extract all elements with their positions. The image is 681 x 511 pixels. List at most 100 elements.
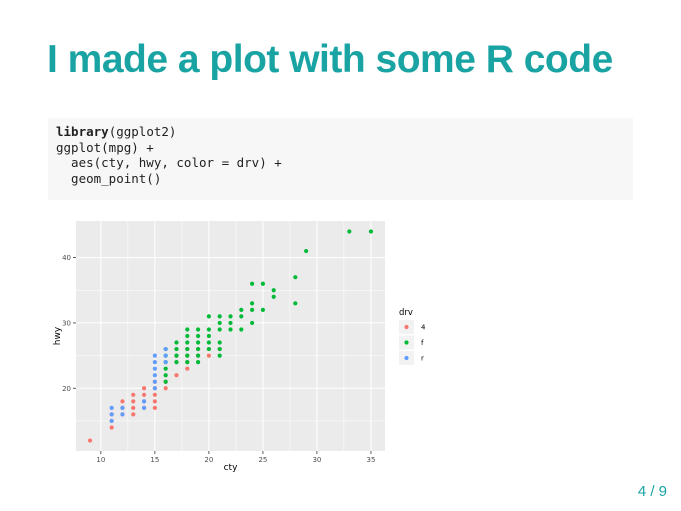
data-point-r [152, 353, 157, 358]
data-point-f [185, 333, 190, 339]
data-point-f [206, 333, 211, 339]
data-point-f [195, 353, 201, 358]
data-point-f [304, 248, 309, 254]
data-point-f [271, 294, 276, 299]
y-tick-label: 30 [62, 319, 71, 327]
y-tick-label: 20 [62, 385, 71, 393]
data-point-r [152, 360, 157, 365]
data-point-r [141, 399, 147, 404]
data-point-f [206, 314, 211, 319]
data-point-f [217, 320, 222, 326]
data-point-f [206, 327, 211, 332]
data-point-f [185, 360, 190, 365]
legend-title: drv [399, 308, 413, 318]
x-tick-label: 15 [150, 456, 159, 464]
data-point-f [185, 327, 190, 332]
data-point-4 [152, 392, 157, 397]
legend-point-r [404, 355, 409, 361]
data-point-4 [109, 425, 114, 430]
data-point-f [228, 327, 233, 332]
code-keyword: library [56, 124, 109, 139]
data-point-f [195, 340, 201, 345]
data-point-4 [131, 392, 136, 397]
data-point-f [217, 346, 222, 352]
data-point-f [250, 307, 255, 312]
data-point-4 [131, 399, 136, 404]
data-point-4 [152, 405, 157, 410]
code-line-3: aes(cty, hwy, color = drv) + [56, 155, 282, 170]
x-tick-label: 25 [258, 456, 267, 464]
data-point-f [195, 333, 201, 339]
data-point-f [174, 353, 179, 358]
legend-point-f [404, 340, 409, 345]
data-point-f [217, 327, 222, 332]
data-point-r [120, 412, 125, 417]
data-point-4 [174, 373, 179, 378]
code-line-2: ggplot(mpg) + [56, 139, 154, 155]
data-point-f [228, 320, 233, 326]
data-point-f [250, 281, 255, 286]
data-point-f [250, 301, 255, 306]
data-point-r [152, 366, 157, 371]
legend: drv 4 fr [399, 308, 426, 365]
data-point-r [163, 360, 168, 365]
scatter-plot: 20 30 40 10 15 20 25 30 35 cty hwy drv 4 fr [53, 221, 426, 473]
data-point-f [217, 314, 222, 319]
data-point-r [152, 379, 157, 384]
data-point-f [195, 327, 201, 332]
data-point-r [109, 412, 114, 417]
data-point-f [174, 346, 179, 352]
data-point-f [239, 307, 244, 312]
data-point-f [185, 346, 190, 352]
legend-label: 4 [421, 324, 426, 332]
data-point-4 [120, 399, 125, 404]
data-point-f [368, 229, 374, 234]
data-point-f [293, 275, 298, 280]
data-point-r [141, 405, 147, 410]
data-point-4 [185, 366, 190, 371]
data-point-4 [163, 386, 168, 391]
data-points [87, 229, 374, 443]
data-point-f [217, 353, 222, 358]
data-point-r [109, 405, 114, 410]
data-point-f [206, 346, 211, 352]
data-point-f [163, 366, 168, 371]
data-point-f [195, 360, 201, 365]
plot-panel [76, 221, 385, 451]
data-point-r [152, 373, 157, 378]
data-point-f [239, 314, 244, 319]
data-point-4 [141, 386, 147, 391]
data-point-f [185, 340, 190, 345]
data-point-r [163, 346, 168, 352]
x-axis: 10 15 20 25 30 35 [96, 451, 375, 464]
data-point-f [174, 360, 179, 365]
data-point-4 [206, 353, 211, 358]
legend-point-4 [404, 324, 409, 330]
code-line-1-rest: (ggplot2) [108, 124, 177, 139]
data-point-f [250, 320, 255, 326]
slide-title: I made a plot with some R code [47, 38, 613, 81]
x-tick-label: 30 [312, 456, 321, 464]
data-point-r [152, 386, 157, 391]
x-tick-label: 35 [366, 456, 375, 464]
x-tick-label: 10 [96, 456, 105, 464]
data-point-f [195, 346, 201, 352]
data-point-f [260, 307, 266, 312]
code-line-4: geom_point() [56, 170, 162, 186]
data-point-f [217, 340, 222, 345]
data-point-4 [141, 392, 147, 397]
data-point-4 [87, 438, 93, 443]
x-axis-label: cty [224, 463, 238, 473]
data-point-f [163, 379, 168, 384]
data-point-f [271, 288, 276, 293]
x-tick-label: 20 [204, 456, 213, 464]
data-point-f [260, 281, 266, 286]
data-point-f [206, 340, 211, 345]
code-block: library(ggplot2) ggplot(mpg) + aes(cty, … [48, 118, 633, 200]
data-point-f [174, 340, 179, 345]
data-point-r [109, 418, 114, 424]
legend-label: r [421, 355, 424, 363]
data-point-f [228, 314, 233, 319]
legend-label: f [421, 339, 424, 347]
data-point-r [120, 405, 125, 410]
